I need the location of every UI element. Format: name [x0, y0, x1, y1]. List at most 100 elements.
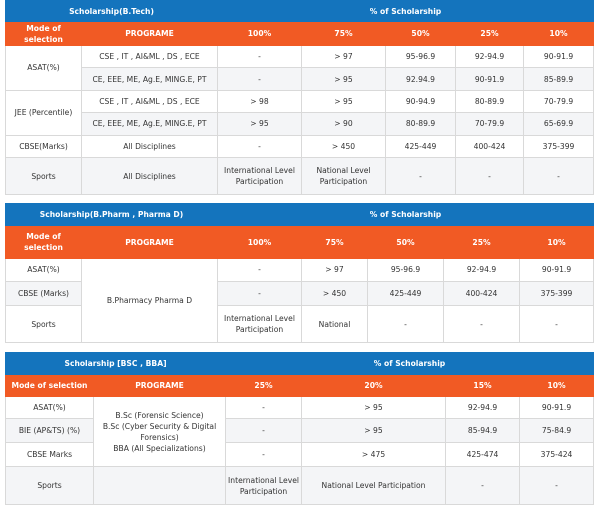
value-cell: National [301, 305, 368, 343]
value-cell: 70-79.9 [522, 89, 595, 114]
mode-cell: BIE (AP&TS) (%) [5, 418, 94, 443]
value-cell: 95-96.9 [385, 44, 456, 69]
header-10: 10% [518, 225, 595, 260]
value-cell: 375-399 [518, 280, 595, 307]
value-cell: 80-89.9 [455, 89, 524, 114]
programe-line: B.Sc (Forensic Science) [115, 410, 204, 420]
header-mode: Mode of selection [5, 225, 82, 260]
header-50: 50% [367, 225, 444, 260]
value-cell: 70-79.9 [455, 112, 524, 136]
value-cell: > 95 [301, 418, 447, 443]
programe-line: BBA (All Specializations) [113, 443, 206, 453]
bpharm-percent-title: % of Scholarship [216, 202, 595, 227]
value-cell: - [519, 466, 595, 505]
mode-cell: Sports [5, 305, 82, 343]
mode-cell: ASAT(%) [5, 44, 82, 91]
value-cell: 425-474 [445, 442, 521, 467]
table-row: CBSE (Marks) - > 450 425-449 400-424 375… [5, 280, 595, 307]
value-cell: - [455, 157, 524, 195]
value-cell: > 95 [301, 67, 386, 91]
table-row: CBSE(Marks) All Disciplines - > 450 425-… [5, 134, 595, 159]
value-cell: 375-424 [519, 442, 595, 467]
header-15: 15% [445, 374, 521, 397]
header-10: 10% [522, 21, 595, 46]
value-cell: - [367, 305, 444, 343]
value-cell: 65-69.9 [522, 112, 595, 136]
value-cell: 90-91.9 [518, 258, 595, 282]
programe-line: B.Sc (Cyber Security & Digital Forensics… [102, 421, 217, 442]
value-cell: 85-89.9 [522, 67, 595, 91]
value-cell: National Level Participation [301, 157, 386, 195]
value-cell: > 450 [301, 134, 386, 159]
mode-cell: CBSE(Marks) [5, 134, 82, 159]
programe-cell: B.Sc (Forensic Science) B.Sc (Cyber Secu… [92, 396, 227, 467]
value-cell: National Level Participation [301, 466, 447, 505]
bpharm-scholarship-table: Scholarship(B.Pharm , Pharma D) % of Sch… [5, 202, 595, 343]
bsc-table-title: Scholarship [BSC , BBA] [4, 352, 227, 375]
header-25: 25% [443, 225, 520, 260]
header-mode: Mode of selection [5, 374, 94, 397]
value-cell: 95-96.9 [367, 258, 444, 282]
value-cell: 425-449 [385, 134, 456, 159]
btech-scholarship-table: Scholarship(B.Tech) % of Scholarship Mod… [5, 0, 595, 195]
value-cell: - [443, 305, 520, 343]
value-cell: > 95 [301, 396, 447, 419]
table-row: Sports International Level Participation… [5, 305, 595, 343]
header-50: 50% [385, 21, 456, 46]
value-cell: 425-449 [367, 280, 444, 307]
table-row: CE, EEE, ME, Ag.E, MING.E, PT - > 95 92.… [6, 67, 595, 91]
header-100: 100% [217, 21, 302, 46]
value-cell: > 97 [301, 44, 386, 69]
mode-cell: JEE (Percentile) [5, 89, 82, 136]
value-cell: - [217, 67, 302, 91]
programe-cell: CSE , IT , AI&ML , DS , ECE [81, 89, 218, 114]
value-cell: 85-94.9 [445, 418, 521, 443]
value-cell: 90-91.9 [455, 67, 524, 91]
value-cell: 90-94.9 [385, 89, 456, 114]
programe-cell: All Disciplines [81, 134, 218, 159]
bsc-percent-title: % of Scholarship [225, 352, 595, 375]
value-cell: International Level Participation [225, 466, 303, 505]
value-cell: - [225, 396, 303, 419]
value-cell: > 98 [217, 89, 302, 114]
value-cell: - [217, 134, 302, 159]
value-cell: 400-424 [443, 280, 520, 307]
value-cell: > 90 [301, 112, 386, 136]
value-cell: - [225, 418, 303, 443]
table-row: ASAT(%) CSE , IT , AI&ML , DS , ECE - > … [5, 44, 595, 91]
table-row: ASAT(%) B.Sc (Forensic Science) B.Sc (Cy… [5, 396, 595, 467]
value-cell: - [225, 442, 303, 467]
mode-cell: ASAT(%) [5, 396, 94, 419]
bsc-scholarship-table: Scholarship [BSC , BBA] % of Scholarship… [4, 352, 595, 505]
btech-percent-title: % of Scholarship [216, 0, 595, 23]
value-cell: > 97 [301, 258, 368, 282]
mode-cell: CBSE Marks [5, 442, 94, 467]
header-10: 10% [519, 374, 595, 397]
mode-cell: ASAT(%) [5, 258, 82, 282]
value-cell: 90-91.9 [519, 396, 595, 419]
value-cell: - [522, 157, 595, 195]
table-row: Sports International Level Participation… [5, 466, 595, 505]
table-row: Sports All Disciplines International Lev… [5, 157, 595, 195]
value-cell: > 475 [301, 442, 447, 467]
value-cell: 90-91.9 [522, 44, 595, 69]
programe-cell: CE, EEE, ME, Ag.E, MING.E, PT [81, 67, 218, 91]
header-20: 20% [301, 374, 447, 397]
value-cell: 92-94.9 [443, 258, 520, 282]
value-cell: > 450 [301, 280, 368, 307]
mode-cell: Sports [5, 466, 94, 505]
programe-cell: All Disciplines [81, 157, 218, 195]
mode-cell: Sports [5, 157, 82, 195]
header-75: 75% [301, 21, 386, 46]
bpharm-table-title: Scholarship(B.Pharm , Pharma D) [5, 202, 218, 227]
programe-cell: CE, EEE, ME, Ag.E, MING.E, PT [81, 112, 218, 136]
header-programe: PROGRAME [81, 21, 218, 46]
value-cell: - [217, 280, 302, 307]
value-cell: International Level Participation [217, 157, 302, 195]
header-25: 25% [455, 21, 524, 46]
header-programe: PROGRAME [92, 374, 227, 397]
header-mode: Mode of selection [5, 21, 82, 46]
value-cell: 80-89.9 [385, 112, 456, 136]
btech-table-title: Scholarship(B.Tech) [5, 0, 218, 23]
mode-cell: CBSE (Marks) [5, 280, 82, 307]
